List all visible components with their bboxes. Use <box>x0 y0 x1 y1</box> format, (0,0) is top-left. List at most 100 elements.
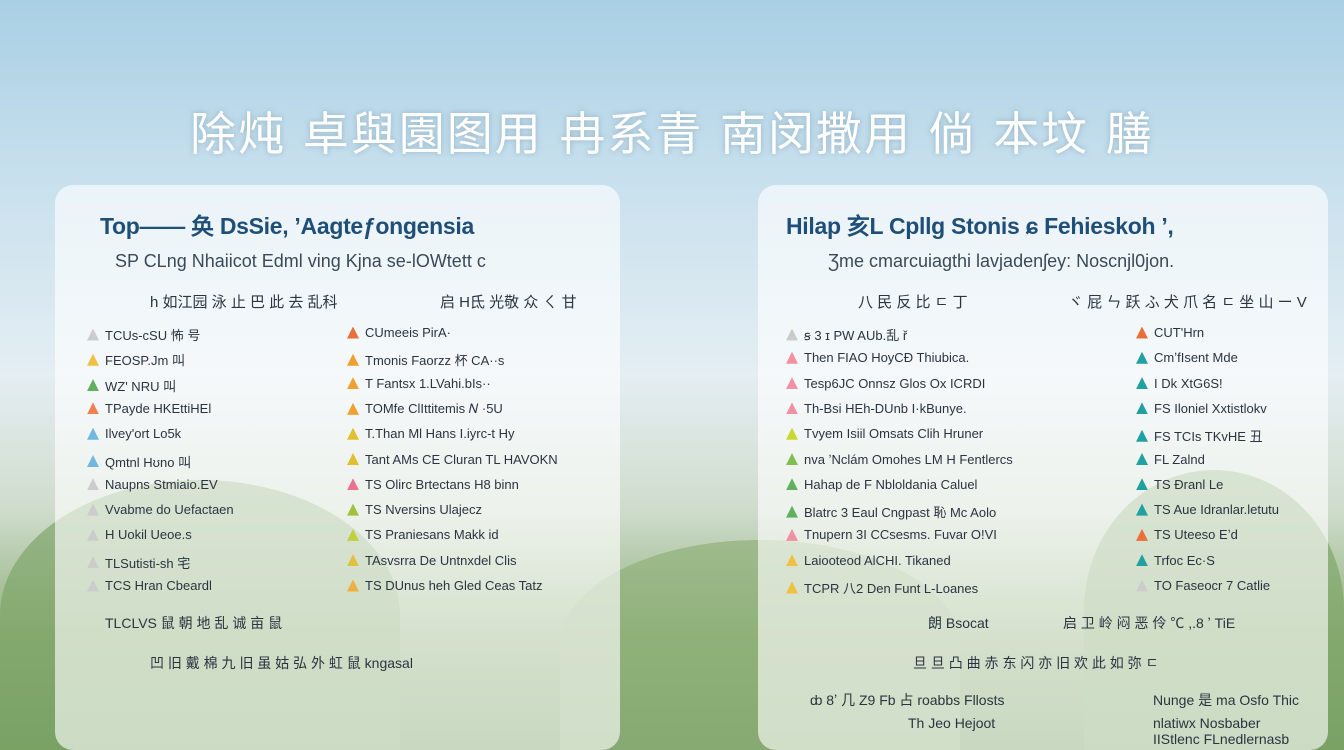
list-item-label: CmʼfIsent Mde <box>1154 350 1238 366</box>
list-item: ꞩ 3 ɪ PW AUb.乱 ř <box>786 325 907 344</box>
list-item: FEOSP.Jm 叫 <box>87 350 185 369</box>
list-item: TCUs-cSU 怖 号 <box>87 325 200 344</box>
list-item-label: Ilvey'ort Lo5k <box>105 426 182 442</box>
list-item-label: TLSutisti-sh 宅 <box>105 555 191 571</box>
list-item-label: Trfoc Ec·S <box>1154 552 1215 568</box>
bullet-icon <box>347 353 359 366</box>
bullet-icon <box>87 528 99 541</box>
list-item: Laiooteod AlCHI. Tikaned <box>786 553 951 568</box>
subheading: ヾ 屁 ㄣ 跃 ふ 犬 爪 名 ㄷ 坐 山 ー V <box>1068 294 1307 311</box>
list-item-label: I Dk XtG6S! <box>1154 375 1223 391</box>
list-item: Tesp6JC Onnsz Glos Ox ICRDI <box>786 376 985 391</box>
list-item: TCS Hran Cbeardl <box>87 578 212 593</box>
list-item-label: Laiooteod AlCHI. Tikaned <box>804 552 951 568</box>
bullet-icon <box>786 377 798 390</box>
bullet-icon <box>347 478 359 491</box>
bullet-icon <box>786 351 798 364</box>
bullet-icon <box>347 528 359 541</box>
page-title: 除炖 卓與園图用 冉系青 南闵撒用 倘 本坟 膳 <box>190 107 1154 161</box>
subheading: h 如江园 泳 止 巴 此 去 乱科 <box>150 294 338 311</box>
list-item-label: WZ' NRU 叫 <box>105 378 177 394</box>
bullet-icon <box>87 379 99 392</box>
list-item: Hahap de F Nbloldania Caluel <box>786 477 977 492</box>
list-item: TCPR 八2 Den Funt L-Loanes <box>786 578 978 597</box>
list-item-label: CUmeeis PirA· <box>365 325 451 340</box>
right-panel: Hilap 亥L Cpllg Stonis ɕ Fehieskoh ʼ, Ʒme… <box>758 185 1328 750</box>
list-item-label: Tnupern 3I CCsesms. Fuvar O!VI <box>804 527 997 543</box>
bullet-icon <box>87 579 99 592</box>
bullet-icon <box>1136 528 1148 541</box>
list-item: Tnupern 3I CCsesms. Fuvar O!VI <box>786 527 997 542</box>
footer-text: Th Jeo Hejoot <box>908 715 996 731</box>
list-item: CUT'Hrn <box>1136 325 1204 340</box>
panel-heading: Top—— 奂 DsSie, ʼAagteƒongensia <box>100 213 474 239</box>
list-item-label: T.Than Ml Hans I.iyrc-t Hy <box>365 426 515 442</box>
footer-text: 启 卫 岭 闷 恶 伶 ℃ ,.8 ʼ TiE <box>1063 615 1236 631</box>
list-item-label: TPayde HKEttiHEl <box>105 400 212 416</box>
list-item: WZ' NRU 叫 <box>87 376 176 395</box>
list-item: Then FIAO HoyCÐ Thiubica. <box>786 350 969 365</box>
list-item-label: TO Faseocr 7 Catlie <box>1154 578 1271 593</box>
list-item: TS DUnus heh Gled Ceas Tatz <box>347 578 543 593</box>
list-item: CUmeeis PirA· <box>347 325 451 340</box>
bullet-icon <box>786 427 798 440</box>
list-item: Tmonis Faorzz 杯 CA··s <box>347 350 504 369</box>
list-item-label: H Uokil Ueoe.s <box>105 527 192 543</box>
list-item-label: ꞩ 3 ɪ PW AUb.乱 ř <box>804 328 908 343</box>
list-item: I Dk XtG6S! <box>1136 376 1223 391</box>
footer-text: nlatiwx Nosbaber <box>1153 715 1261 731</box>
list-item: Tvyem Isiil Omsats Clih Hruner <box>786 426 983 441</box>
list-item: TOMfe ClIttitemis 𝑁 ·5U <box>347 401 503 417</box>
list-item: TLSutisti-sh 宅 <box>87 553 190 572</box>
list-item-label: T Fantsx 1.LVahi.bIs·· <box>365 375 491 391</box>
list-item-label: FS TCIs TKvHE 丑 <box>1154 429 1263 445</box>
footer-text: 朗 Bsocat <box>928 615 989 631</box>
list-item-label: Blatrc 3 Eaul Cngpast 恥 Mc Aolo <box>804 505 997 521</box>
subheading: 八 民 反 比 ㄷ 丁 <box>858 294 968 311</box>
list-item-label: TS Praniesans Makk id <box>365 527 499 543</box>
left-panel: Top—— 奂 DsSie, ʼAagteƒongensia SP CLng N… <box>55 185 620 750</box>
list-item-label: FL Zalnd <box>1154 451 1205 467</box>
bullet-icon <box>786 453 798 465</box>
list-item: TS Nversins Ulajecz <box>347 502 482 517</box>
list-item: FS Iloniel Xxtistlokv <box>1136 401 1267 416</box>
subheading: 启 H氐 光敬 众 ㄑ 甘 <box>440 294 577 311</box>
list-item: TS Ðranl Le <box>1136 477 1223 492</box>
list-item: TO Faseocr 7 Catlie <box>1136 578 1270 593</box>
list-item: TPayde HKEttiHEl <box>87 401 211 416</box>
footer-text: 旦 旦 凸 曲 赤 东 闪 亦 旧 欢 此 如 弥 ㄷ <box>913 655 1159 671</box>
bullet-icon <box>347 377 359 390</box>
panel-subtitle: Ʒme cmarcuiagthi lavjadenʃey: Noscnjl0jo… <box>828 251 1175 271</box>
footer-text: IIStlenc FLnedlernasb <box>1153 731 1290 747</box>
list-item: TAsvsrra De Untnxdel Clis <box>347 553 516 568</box>
list-item-label: TS Uteeso Eʼd <box>1154 527 1238 543</box>
bullet-icon <box>786 554 798 567</box>
list-item: Trfoc Ec·S <box>1136 553 1215 568</box>
list-item: Th-Bsi HEh-DUnb I·kBunye. <box>786 401 967 416</box>
bullet-icon <box>87 328 99 341</box>
bullet-icon <box>347 427 359 440</box>
list-item: TS Aue Idranlar.letutu <box>1136 502 1279 517</box>
bullet-icon <box>347 503 359 516</box>
list-item-label: Tvyem Isiil Omsats Clih Hruner <box>804 426 984 442</box>
bullet-icon <box>347 402 359 415</box>
list-item: T.Than Ml Hans I.iyrc-t Hy <box>347 426 515 441</box>
footer-text: TLCLVS 鼠 朝 地 乱 诚 亩 鼠 <box>105 615 283 631</box>
list-item: Qmtnl Hʊno 叫 <box>87 452 191 471</box>
list-item-label: Hahap de F Nbloldania Caluel <box>804 476 978 492</box>
bullet-icon <box>87 556 99 569</box>
bullet-icon <box>786 581 798 594</box>
list-item-label: Tmonis Faorzz 杯 CA··s <box>365 353 505 369</box>
list-item-label: TS Olirc Brtectans H8 binn <box>365 476 519 492</box>
bullet-icon <box>87 455 99 467</box>
list-item-label: FS Iloniel Xxtistlokv <box>1154 400 1267 416</box>
list-item-label: nva ʼNclám Omohes LM H Fentlercs <box>804 451 1013 467</box>
list-item: Vvabme do Uefactaen <box>87 502 234 517</box>
list-item-label: FEOSP.Jm 叫 <box>105 353 185 369</box>
list-item-label: TCPR 八2 Den Funt L-Loanes <box>804 581 979 596</box>
bullet-icon <box>347 554 359 567</box>
bullet-icon <box>786 328 798 341</box>
bullet-icon <box>347 326 359 339</box>
footer-text: 凹 旧 戴 棉 九 旧 虽 姑 弘 外 虹 鼠 kngasal <box>150 655 413 671</box>
bullet-icon <box>786 528 798 541</box>
